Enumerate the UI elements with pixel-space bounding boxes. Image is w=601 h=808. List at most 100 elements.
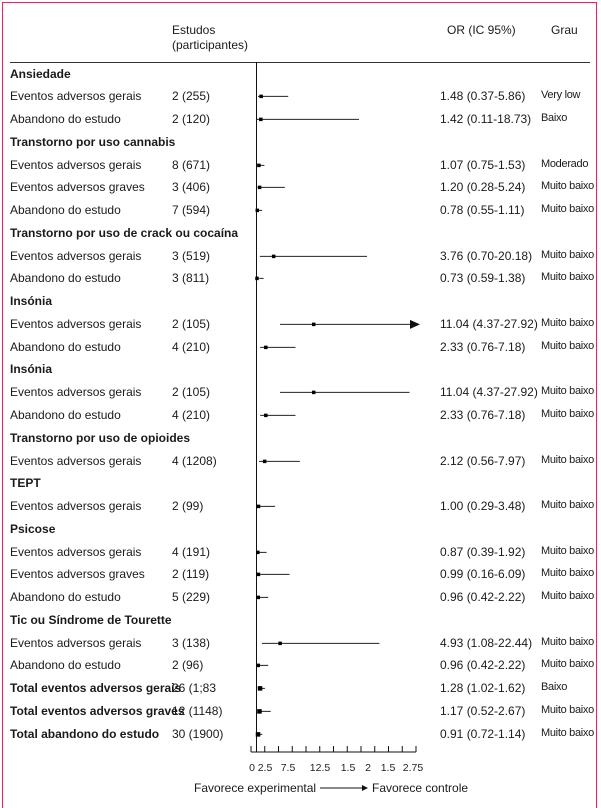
studies-header-line2: (participantes) (172, 38, 249, 52)
grade-value: Baixo (541, 112, 568, 125)
point-estimate (256, 572, 261, 577)
outcome-label: Abandono do estudo (10, 203, 121, 218)
ci-mark (260, 413, 296, 418)
studies-count: 2 (255) (172, 89, 211, 104)
or-value: 1.48 (0.37-5.86) (440, 89, 526, 104)
total-row: Total abandono do estudo 30 (1900) 0.91 (0… (0, 723, 601, 746)
group-header-row: Psicose (0, 518, 601, 541)
group-header-row: Ansiedade (0, 63, 601, 86)
outcome-label: Abandono do estudo (10, 408, 121, 422)
point-estimate (255, 731, 261, 737)
table-row: Abandono do estudo 2 (96) 0.96 (0.42-2.22)… (0, 654, 601, 677)
table-row: Eventos adversos graves 3 (406) 1.20 (0.28… (0, 176, 601, 199)
total-row: Total eventos adversos graves 12 (1148) 1.… (0, 700, 601, 723)
studies-count: 3 (519) (172, 248, 211, 263)
studies-count: 4 (191) (172, 544, 211, 559)
grade-value: Muito baixo (541, 590, 594, 603)
grade-value: Muito baixo (541, 203, 594, 216)
table-row: Abandono do estudo 4 (210) 2.33 (0.76-7.18… (0, 336, 601, 359)
or-value: 0.96 (0.42-2.22) (440, 658, 526, 673)
outcome-label: Eventos adversos gerais (10, 499, 142, 514)
studies-count: 2 (105) (172, 385, 211, 400)
table-row: Abandono do estudo 5 (229) 0.96 (0.42-2.22… (0, 586, 601, 609)
or-value: 3.76 (0.70-20.18) (440, 248, 533, 263)
grade-value: Muito baixo (541, 635, 594, 648)
table-row: Abandono do estudo 7 (594) 0.78 (0.55-1.11… (0, 199, 601, 222)
or-value: 4.93 (1.08-22.44) (440, 635, 533, 650)
arrow-icon (410, 319, 420, 329)
grade-value: Very low (541, 89, 581, 102)
outcome-label: Eventos adversos graves (10, 180, 145, 195)
point-estimate (311, 390, 316, 395)
footer-right: Favorece controle (372, 781, 469, 795)
grade-value: Baixo (541, 681, 568, 694)
or-value: 1.28 (1.02-1.62) (440, 681, 526, 696)
studies-count: 2 (96) (172, 658, 204, 673)
or-value: 1.17 (0.52-2.67) (440, 703, 526, 718)
group-header-row: Tic ou Síndrome de Tourette (0, 609, 601, 632)
outcome-label: Abandono do estudo (10, 271, 121, 286)
studies-count: 7 (594) (172, 203, 211, 218)
point-estimate (259, 117, 263, 122)
or-value: 0.99 (0.16-6.09) (440, 567, 526, 582)
studies-count: 12 (1148) (172, 703, 223, 718)
point-estimate (256, 550, 260, 554)
outcome-label: Eventos adversos gerais (10, 316, 142, 331)
or-value: 0.78 (0.55-1.11) (440, 203, 525, 218)
ci-mark (257, 186, 285, 190)
studies-count: 4 (1208) (172, 453, 217, 468)
studies-count: 5 (229) (172, 590, 211, 605)
group-label: Transtorno por uso de opioides (10, 430, 191, 445)
ci-mark (260, 345, 296, 349)
point-estimate (311, 322, 316, 327)
outcome-label: Abandono do estudo (10, 339, 121, 354)
ci-mark (261, 641, 380, 645)
header-divider (10, 62, 590, 63)
outcome-label: Eventos adversos gerais (10, 248, 142, 263)
group-label: Transtorno por uso de crack ou cocaína (10, 225, 239, 240)
ci-mark (257, 709, 271, 714)
outcome-label: Abandono do estudo (10, 658, 121, 673)
table-row: Abandono do estudo 3 (811) 0.73 (0.59-1.38… (0, 267, 601, 290)
studies-count: 4 (210) (172, 408, 211, 422)
outcome-label: Total eventos adversos gerais (10, 681, 182, 696)
point-estimate (256, 595, 261, 600)
ci-mark (256, 117, 360, 122)
grade-value: Muito baixo (541, 453, 594, 466)
studies-count: 3 (406) (172, 180, 211, 195)
ci-mark (255, 277, 264, 281)
or-value: 0.73 (0.59-1.38) (440, 271, 526, 286)
table-row: Abandono do estudo 2 (120) 1.42 (0.11-18.7… (0, 108, 601, 131)
point-estimate (264, 345, 268, 349)
group-header-row: TEPT (0, 472, 601, 495)
group-label: Insónia (10, 362, 53, 377)
point-estimate (271, 254, 276, 258)
studies-count: 2 (99) (172, 499, 204, 514)
table-row: Eventos adversos gerais 4 (1208) 2.12 (0.5… (0, 450, 601, 473)
group-label: Ansiedade (10, 66, 71, 81)
or-value: 0.87 (0.39-1.92) (440, 544, 526, 559)
point-estimate (264, 413, 268, 418)
grade-value: Muito baixo (541, 544, 594, 557)
table-row: Eventos adversos gerais 8 (671) 1.07 (0.75… (0, 154, 601, 177)
studies-count: 30 (1900) (172, 726, 224, 741)
group-label: Transtorno por uso cannabis (10, 134, 176, 149)
footer-left: Favorece experimental (194, 781, 317, 795)
outcome-label: Eventos adversos gerais (10, 544, 142, 559)
or-value: 0.96 (0.42-2.22) (440, 590, 526, 605)
grade-value: Muito baixo (541, 339, 594, 352)
outcome-label: Eventos adversos gerais (10, 635, 142, 650)
point-estimate (259, 94, 263, 99)
ci-mark (256, 572, 290, 577)
ci-mark (258, 94, 289, 99)
studies-count: 3 (138) (172, 635, 211, 650)
group-label: Insónia (10, 294, 53, 309)
or-value: 0.91 (0.72-1.14) (440, 726, 526, 741)
point-estimate (257, 186, 262, 190)
grade-value: Muito baixo (541, 316, 594, 329)
or-value: 1.20 (0.28-5.24) (440, 180, 526, 195)
ci-mark (255, 731, 263, 737)
outcome-label: Abandono do estudo (10, 590, 121, 605)
ci-mark (259, 254, 367, 258)
or-value: 11.04 (4.37-27.92) (440, 316, 538, 331)
